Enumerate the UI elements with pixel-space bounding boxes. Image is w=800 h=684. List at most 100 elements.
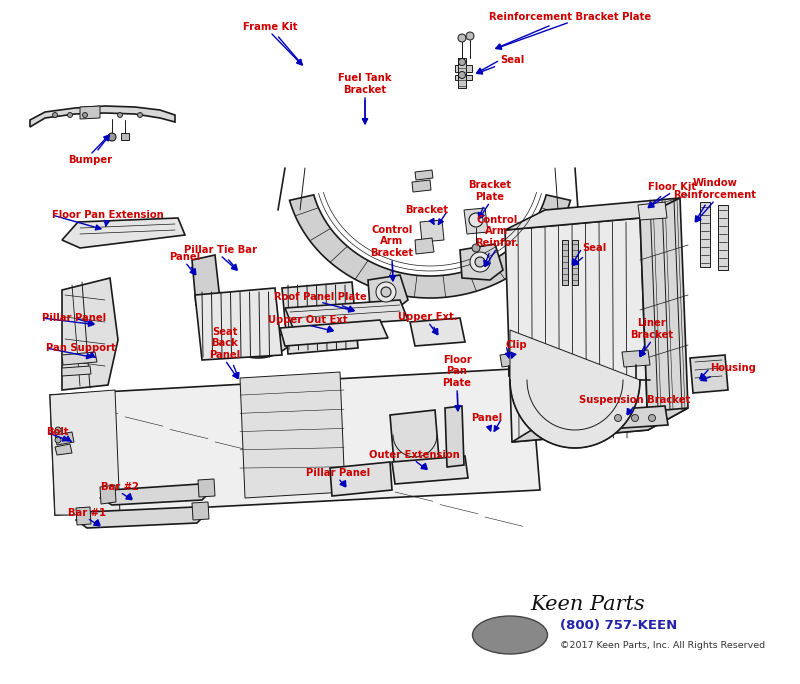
Text: (800) 757-KEEN: (800) 757-KEEN [560,618,678,631]
Circle shape [118,112,122,118]
Circle shape [470,252,490,272]
Polygon shape [512,408,688,442]
Circle shape [55,437,61,443]
Polygon shape [198,479,215,497]
Polygon shape [690,355,728,393]
Polygon shape [638,202,667,220]
Polygon shape [622,350,650,367]
Polygon shape [192,502,209,520]
Polygon shape [290,195,570,298]
Polygon shape [572,240,578,285]
Ellipse shape [473,616,547,654]
Polygon shape [510,330,640,448]
Polygon shape [390,410,440,475]
Polygon shape [640,198,688,430]
Text: Reinforcement Bracket Plate: Reinforcement Bracket Plate [489,12,651,49]
Polygon shape [121,133,129,140]
Text: Bar #1: Bar #1 [68,508,106,525]
Polygon shape [62,278,118,390]
Circle shape [614,415,622,421]
Circle shape [475,257,485,267]
Polygon shape [562,240,568,285]
Polygon shape [455,65,472,72]
Polygon shape [455,75,472,80]
Text: Keen Parts: Keen Parts [530,596,645,614]
Polygon shape [392,456,468,484]
Text: Bar #2: Bar #2 [101,482,139,499]
Text: Housing: Housing [701,363,756,381]
Polygon shape [76,507,91,525]
Polygon shape [55,444,72,455]
Polygon shape [30,106,175,127]
Text: Bolt: Bolt [46,427,71,441]
Text: Suspension Bracket: Suspension Bracket [579,395,690,415]
Polygon shape [412,180,431,192]
Text: Frame Kit: Frame Kit [242,22,302,65]
Circle shape [108,133,116,141]
Polygon shape [415,170,433,180]
Polygon shape [330,462,392,496]
Circle shape [472,244,480,252]
Polygon shape [700,202,710,267]
Polygon shape [240,372,345,498]
Text: Liner
Bracket: Liner Bracket [630,318,674,356]
Text: Fuel Tank
Bracket: Fuel Tank Bracket [338,73,392,124]
Polygon shape [500,353,517,367]
Text: Seal: Seal [574,243,606,265]
Circle shape [469,213,483,227]
Polygon shape [285,300,408,328]
Circle shape [376,282,396,302]
Text: Bumper: Bumper [68,135,112,165]
Text: ©2017 Keen Parts, Inc. All Rights Reserved: ©2017 Keen Parts, Inc. All Rights Reserv… [560,640,765,650]
Text: Seal: Seal [477,55,524,74]
Circle shape [67,112,73,118]
Text: Pillar Panel: Pillar Panel [306,468,370,486]
Circle shape [55,427,61,433]
Polygon shape [62,218,185,248]
Polygon shape [80,106,100,119]
Polygon shape [50,368,540,515]
Text: Pillar Tie Bar: Pillar Tie Bar [183,245,257,269]
Text: Floor Pan Extension: Floor Pan Extension [52,210,164,226]
Polygon shape [410,318,465,346]
Circle shape [458,34,466,42]
Text: Bracket: Bracket [405,205,448,224]
Polygon shape [458,58,466,88]
Text: Upper Out Ext: Upper Out Ext [268,315,348,331]
Polygon shape [415,238,434,254]
Polygon shape [192,255,220,305]
Circle shape [631,415,638,421]
Text: Pan Support: Pan Support [46,343,116,358]
Polygon shape [206,296,310,358]
Text: Pillar Panel: Pillar Panel [42,313,106,325]
Polygon shape [282,282,358,354]
Circle shape [649,415,655,421]
Polygon shape [718,205,728,270]
Polygon shape [195,288,282,360]
Text: Panel: Panel [471,413,502,431]
Polygon shape [55,432,74,445]
Circle shape [458,72,466,79]
Circle shape [466,32,474,40]
Circle shape [458,59,466,66]
Text: Floor
Pan
Plate: Floor Pan Plate [442,355,471,410]
Text: Window
Reinforcement: Window Reinforcement [674,179,757,222]
Text: Floor Kit: Floor Kit [648,182,696,207]
Text: Control
Arm
Bracket: Control Arm Bracket [370,225,414,280]
Text: Roof Panel Plate: Roof Panel Plate [274,292,366,311]
Circle shape [381,287,391,297]
Polygon shape [76,507,205,528]
Polygon shape [505,218,648,442]
Polygon shape [100,484,210,505]
Polygon shape [605,406,668,429]
Circle shape [53,112,58,118]
Text: Panel: Panel [170,252,201,274]
Polygon shape [100,485,116,504]
Text: Seat
Back
Panel: Seat Back Panel [210,327,241,378]
Polygon shape [62,352,97,365]
Polygon shape [460,244,503,280]
Polygon shape [464,208,488,234]
Polygon shape [50,390,120,515]
Circle shape [138,112,142,118]
Circle shape [82,112,87,118]
